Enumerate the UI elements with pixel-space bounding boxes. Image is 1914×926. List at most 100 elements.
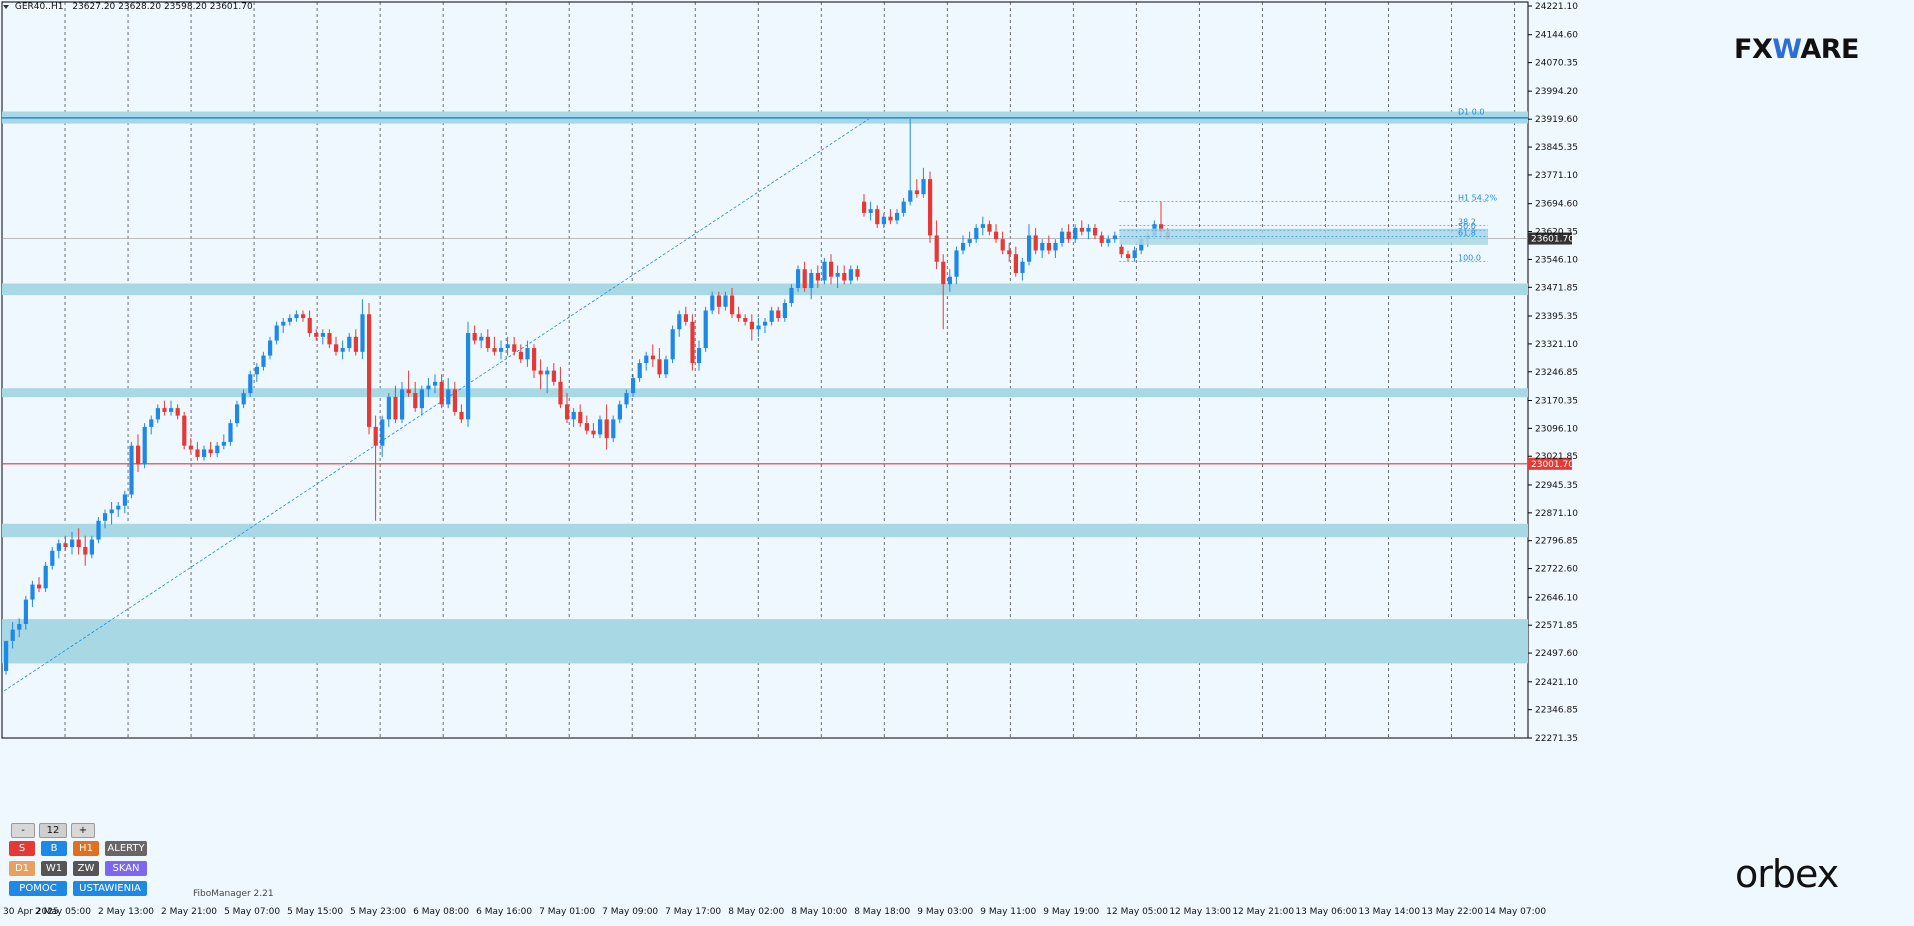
support-zone bbox=[2, 283, 1528, 296]
y-tick-label: 23546.10 bbox=[1535, 255, 1578, 265]
candle-body bbox=[782, 303, 787, 319]
candle-body bbox=[446, 389, 451, 405]
value-field[interactable]: 12 bbox=[39, 823, 67, 838]
x-tick-label: 7 May 01:00 bbox=[539, 907, 595, 917]
decrease-button[interactable]: - bbox=[11, 823, 35, 838]
fib-label: D1 0.0 bbox=[1458, 107, 1485, 116]
y-tick-label: 23771.10 bbox=[1535, 171, 1578, 181]
fib-label: 38.2 bbox=[1458, 217, 1476, 226]
candle-body bbox=[406, 389, 411, 394]
candle-body bbox=[30, 584, 35, 600]
fxware-logo: FXWARE bbox=[1734, 34, 1859, 65]
grid-layer bbox=[1, 1, 1529, 739]
candle-body bbox=[947, 276, 952, 285]
y-tick-label: 23395.35 bbox=[1535, 312, 1578, 322]
candle-body bbox=[340, 348, 345, 352]
candle-body bbox=[875, 209, 880, 225]
candle-body bbox=[842, 272, 847, 281]
orbex-logo: orbex bbox=[1735, 852, 1839, 896]
candle-body bbox=[1013, 254, 1018, 273]
candle-body bbox=[373, 426, 378, 446]
candle-body bbox=[56, 543, 61, 551]
candle-body bbox=[37, 584, 42, 589]
candle-body bbox=[1053, 242, 1058, 251]
ustawienia-button[interactable]: USTAWIENIA bbox=[73, 881, 147, 896]
candle-body bbox=[499, 348, 504, 352]
candle-body bbox=[1027, 235, 1032, 262]
current-price-value: 23601.70 bbox=[1531, 235, 1574, 245]
x-tick-label: 9 May 19:00 bbox=[1043, 907, 1099, 917]
candle-body bbox=[934, 235, 939, 262]
candle-body bbox=[604, 419, 609, 439]
candle-body bbox=[1066, 231, 1071, 240]
zw-button[interactable]: ZW bbox=[73, 861, 99, 876]
buy-button[interactable]: B bbox=[41, 841, 67, 856]
candle-body bbox=[261, 355, 266, 367]
y-tick-label: 24221.10 bbox=[1535, 2, 1578, 12]
candle-body bbox=[525, 348, 530, 360]
fib-label: 100.0 bbox=[1458, 253, 1481, 262]
candle-body bbox=[967, 239, 972, 243]
candle-body bbox=[485, 336, 490, 349]
candle-body bbox=[756, 325, 761, 330]
candle-body bbox=[789, 287, 794, 304]
y-tick-label: 22796.85 bbox=[1535, 537, 1578, 547]
x-tick-label: 13 May 14:00 bbox=[1358, 907, 1420, 917]
candles-layer bbox=[4, 119, 1170, 675]
candle-body bbox=[83, 547, 88, 555]
candle-body bbox=[532, 348, 537, 371]
candle-body bbox=[320, 333, 325, 337]
candle-body bbox=[327, 333, 332, 345]
candle-body bbox=[565, 404, 570, 420]
candle-body bbox=[822, 261, 827, 281]
candle-body bbox=[1126, 254, 1131, 258]
candle-body bbox=[393, 396, 398, 420]
candle-body bbox=[980, 224, 985, 228]
increase-button[interactable]: + bbox=[71, 823, 95, 838]
candle-body bbox=[677, 314, 682, 330]
dropdown-triangle-icon[interactable] bbox=[3, 4, 9, 9]
pomoc-button[interactable]: POMOC bbox=[9, 881, 67, 896]
h1-button[interactable]: H1 bbox=[73, 841, 99, 856]
x-tick-label: 6 May 16:00 bbox=[476, 907, 532, 917]
candle-body bbox=[809, 272, 814, 288]
candle-body bbox=[188, 445, 193, 450]
support-zone bbox=[2, 523, 1528, 538]
alerty-button[interactable]: ALERTY bbox=[105, 841, 147, 856]
d1-button[interactable]: D1 bbox=[9, 861, 35, 876]
candle-body bbox=[749, 321, 754, 330]
current-price-tag bbox=[1528, 232, 1572, 245]
sell-button[interactable]: S bbox=[9, 841, 35, 856]
support-zone bbox=[2, 619, 1528, 664]
candle-body bbox=[895, 212, 900, 221]
x-tick-label: 8 May 18:00 bbox=[854, 907, 910, 917]
candle-body bbox=[380, 419, 385, 446]
x-tick-label: 7 May 17:00 bbox=[665, 907, 721, 917]
x-tick-label: 13 May 22:00 bbox=[1421, 907, 1483, 917]
y-tick-label: 22271.35 bbox=[1535, 734, 1578, 744]
candle-body bbox=[195, 449, 200, 457]
candle-body bbox=[697, 348, 702, 364]
plot-border bbox=[1, 1, 1529, 739]
y-tick-label: 22871.10 bbox=[1535, 509, 1578, 519]
skan-button[interactable]: SKAN bbox=[105, 861, 147, 876]
candle-body bbox=[690, 321, 695, 364]
candle-body bbox=[518, 351, 523, 360]
candle-body bbox=[624, 393, 629, 405]
candle-body bbox=[360, 314, 365, 352]
w1-button[interactable]: W1 bbox=[41, 861, 67, 876]
candle-body bbox=[584, 423, 589, 431]
candle-body bbox=[657, 359, 662, 375]
candle-body bbox=[1132, 250, 1137, 258]
candle-body bbox=[1159, 224, 1164, 232]
candle-body bbox=[670, 329, 675, 360]
candle-body bbox=[479, 336, 484, 341]
x-tick-label: 5 May 23:00 bbox=[350, 907, 406, 917]
fib-layer: D1 0.0 H1 54.2% 38.250.061.8 100.0 bbox=[1119, 107, 1497, 262]
candle-body bbox=[941, 261, 946, 285]
candle-body bbox=[10, 629, 15, 641]
y-tick-label: 22722.60 bbox=[1535, 565, 1578, 575]
